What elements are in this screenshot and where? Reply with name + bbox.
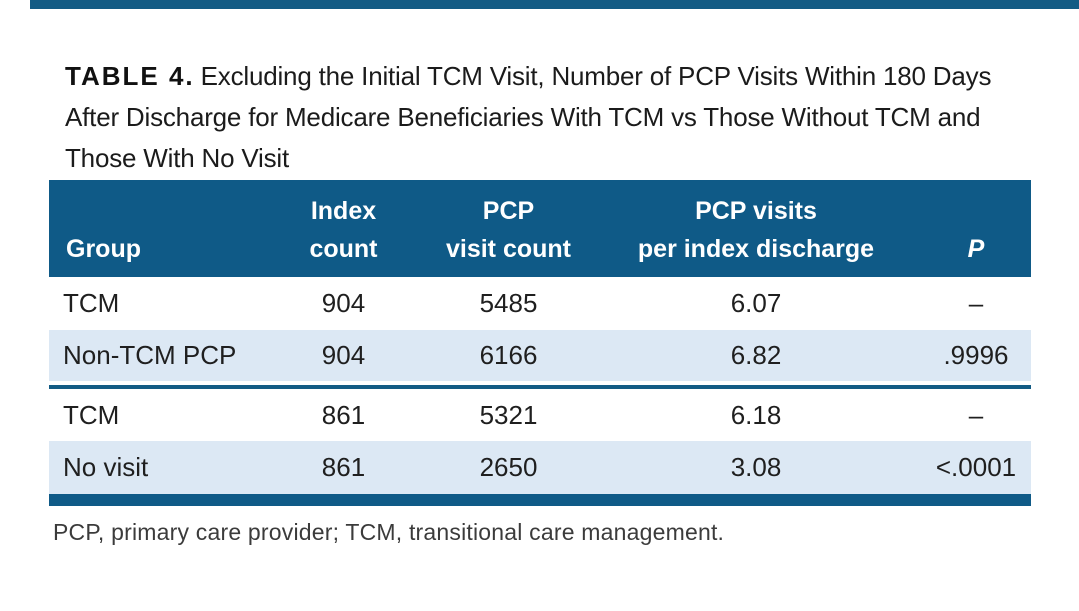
table-footnote: PCP, primary care provider; TCM, transit… <box>53 519 725 545</box>
cell-p-value: – <box>968 399 984 430</box>
row-gap <box>49 381 1031 385</box>
data-table: Group Index count PCP visit count PCP vi… <box>49 180 1031 506</box>
cell-visits-per-discharge: 3.08 <box>730 452 782 482</box>
cell-pcp-visit-count: 5485 <box>479 288 538 318</box>
table-title: TABLE 4. Excluding the Initial TCM Visit,… <box>65 56 1010 179</box>
cell-group: TCM <box>63 288 120 318</box>
cell-pcp-visit-count: 2650 <box>479 452 538 482</box>
section-divider-rule <box>49 385 1031 389</box>
bottom-accent-rule <box>49 494 1031 506</box>
column-header-p-value: P <box>921 230 1031 268</box>
cell-p-value: <.0001 <box>935 452 1017 482</box>
column-header-p-label: P <box>967 235 985 263</box>
table-header-row: Group Index count PCP visit count PCP vi… <box>49 180 1031 277</box>
cell-p-value: – <box>968 288 984 318</box>
table-row: Non-TCM PCP 904 6166 6.82 .9996 <box>49 330 1031 381</box>
column-header-pcp-line1: PCP <box>482 197 535 225</box>
cell-visits-per-discharge: 6.07 <box>730 288 782 318</box>
cell-index-count: 904 <box>321 340 366 370</box>
column-header-group-label: Group <box>66 235 141 263</box>
cell-group: TCM <box>63 399 120 430</box>
cell-pcp-visit-count: 6166 <box>479 340 538 370</box>
cell-index-count: 861 <box>321 452 366 482</box>
table-number-label: TABLE 4. <box>65 61 195 91</box>
table-row: No visit 861 2650 3.08 <.0001 <box>49 441 1031 494</box>
table-title-text: Excluding the Initial TCM Visit, Number … <box>65 61 992 173</box>
column-header-visits-per-discharge: PCP visits per index discharge <box>591 192 921 268</box>
cell-pcp-visit-count: 5321 <box>479 399 538 430</box>
column-header-pcp-line2: visit count <box>445 235 571 263</box>
cell-visits-per-discharge: 6.82 <box>730 340 782 370</box>
cell-group: Non-TCM PCP <box>63 340 237 370</box>
column-header-pcp-visit-count: PCP visit count <box>426 192 591 268</box>
column-header-visits-line1: PCP visits <box>695 197 817 225</box>
cell-index-count: 861 <box>321 399 366 430</box>
table-row: TCM 904 5485 6.07 – <box>49 277 1031 330</box>
cell-p-value: .9996 <box>943 340 1009 370</box>
column-header-index-line2: count <box>309 235 378 263</box>
column-header-group: Group <box>49 230 261 268</box>
column-header-index-count: Index count <box>261 192 426 268</box>
cell-visits-per-discharge: 6.18 <box>730 399 782 430</box>
cell-group: No visit <box>63 452 149 482</box>
top-accent-rule <box>30 0 1079 9</box>
cell-index-count: 904 <box>321 288 366 318</box>
table-row: TCM 861 5321 6.18 – <box>49 389 1031 441</box>
column-header-visits-line2: per index discharge <box>637 235 875 263</box>
column-header-index-line1: Index <box>310 197 377 225</box>
